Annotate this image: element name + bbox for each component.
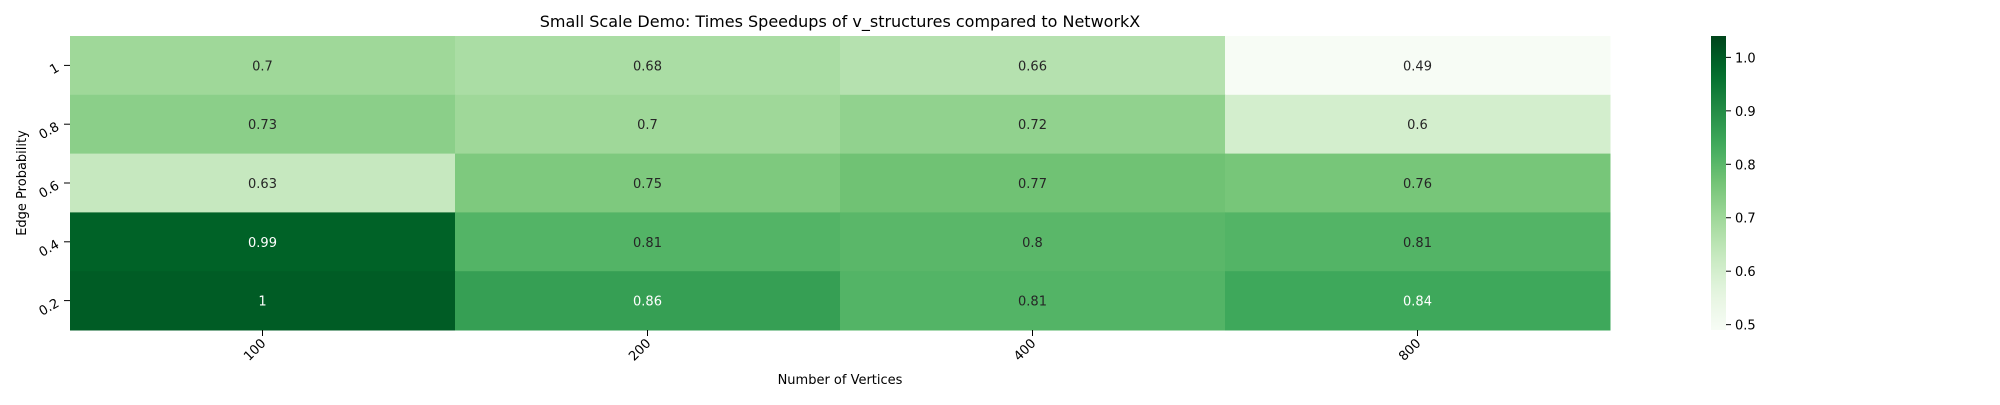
heatmap-cell <box>455 271 841 331</box>
cell-value-label: 0.7 <box>637 118 658 133</box>
cell-value-label: 0.49 <box>1403 59 1432 74</box>
y-tick-label: 0.8 <box>37 120 62 143</box>
cell-value-label: 0.63 <box>248 177 277 192</box>
cell-value-label: 0.8 <box>1022 236 1043 251</box>
cell-value-label: 0.7 <box>252 59 273 74</box>
cell-value-label: 0.99 <box>248 236 277 251</box>
colorbar-tick-label: 0.8 <box>1735 158 1756 173</box>
cell-value-label: 0.77 <box>1018 177 1047 192</box>
cell-value-label: 0.75 <box>633 177 662 192</box>
x-axis-label: Number of Vertices <box>778 373 903 388</box>
colorbar-tick-label: 0.6 <box>1735 265 1756 280</box>
heatmap-cell <box>1225 94 1611 155</box>
colorbar-tick-label: 1.0 <box>1735 51 1756 66</box>
cell-value-label: 0.66 <box>1018 59 1047 74</box>
colorbar: 0.5 0.6 0.7 0.8 0.9 1.0 <box>1711 36 1756 334</box>
cell-value-label: 0.68 <box>633 59 662 74</box>
x-axis-ticks: 100 200 400 800 <box>241 330 1424 364</box>
cell-value-label: 0.73 <box>248 118 277 133</box>
cell-value-label: 0.6 <box>1407 118 1428 133</box>
heatmap-cell <box>70 271 456 331</box>
heatmap-cell <box>70 94 456 155</box>
heatmap-cell <box>840 212 1226 272</box>
heatmap-cell <box>70 212 456 272</box>
heatmap-cell <box>70 36 456 96</box>
x-tick-label: 400 <box>1011 336 1039 364</box>
heatmap-cell <box>840 153 1226 213</box>
heatmap-cell <box>1225 271 1611 331</box>
colorbar-tick-label: 0.7 <box>1735 212 1756 227</box>
cell-value-label: 0.72 <box>1018 118 1047 133</box>
y-axis-label: Edge Probability <box>15 130 30 236</box>
heatmap-cell <box>455 94 841 155</box>
cell-value-label: 0.84 <box>1403 295 1432 310</box>
cell-value-label: 0.81 <box>1018 295 1047 310</box>
heatmap-cell <box>1225 36 1611 96</box>
x-tick-label: 100 <box>241 336 269 364</box>
heatmap-cell <box>1225 212 1611 272</box>
chart-title: Small Scale Demo: Times Speedups of v_st… <box>540 12 1141 32</box>
y-tick-label: 0.6 <box>37 178 62 201</box>
cell-value-label: 1 <box>258 295 266 310</box>
x-tick-label: 800 <box>1396 336 1424 364</box>
y-axis-ticks: 1 0.8 0.6 0.4 0.2 <box>37 61 70 319</box>
x-tick-label: 200 <box>626 336 654 364</box>
heatmap-cell <box>840 271 1226 331</box>
cell-value-label: 0.81 <box>633 236 662 251</box>
heatmap-cell <box>455 153 841 213</box>
y-tick-label: 0.2 <box>37 296 62 319</box>
colorbar-tick-label: 0.9 <box>1735 105 1756 120</box>
y-tick-label: 0.4 <box>37 237 62 260</box>
heatmap-cell <box>455 36 841 96</box>
y-tick-label: 1 <box>47 61 62 78</box>
colorbar-gradient <box>1711 36 1726 330</box>
cell-value-label: 0.76 <box>1403 177 1432 192</box>
heatmap-cell <box>455 212 841 272</box>
colorbar-tick-label: 0.5 <box>1735 319 1756 334</box>
cell-value-label: 0.86 <box>633 295 662 310</box>
cell-annotations: 0.7 0.68 0.66 0.49 0.73 0.7 0.72 0.6 0.63 0.75 0.7… <box>248 59 1432 309</box>
heatmap-cells <box>70 36 1611 331</box>
colorbar-ticks: 0.5 0.6 0.7 0.8 0.9 1.0 <box>1726 51 1756 334</box>
heatmap-cell <box>1225 153 1611 213</box>
heatmap-cell <box>840 94 1226 155</box>
heatmap-cell <box>840 36 1226 96</box>
heatmap-cell <box>70 153 456 213</box>
cell-value-label: 0.81 <box>1403 236 1432 251</box>
